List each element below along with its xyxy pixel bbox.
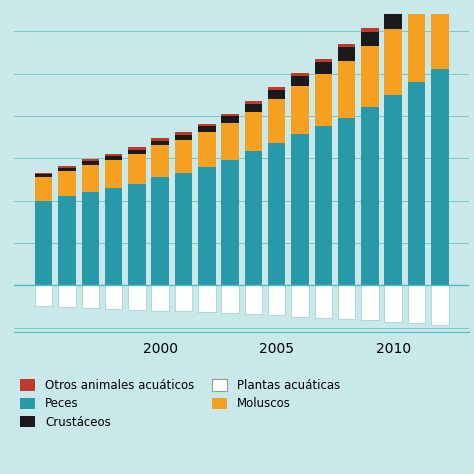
Bar	[291, 285, 309, 317]
Bar	[315, 62, 332, 73]
Bar	[175, 173, 192, 285]
Bar	[35, 285, 53, 306]
Bar	[315, 126, 332, 285]
Bar	[291, 135, 309, 285]
Bar	[198, 285, 216, 312]
Bar	[128, 183, 146, 285]
Bar	[105, 160, 122, 188]
Bar	[245, 111, 262, 151]
Bar	[361, 28, 379, 32]
Bar	[361, 285, 379, 320]
Bar	[384, 13, 402, 29]
Bar	[361, 46, 379, 108]
Bar	[35, 174, 53, 177]
Bar	[384, 29, 402, 95]
Bar	[338, 61, 356, 118]
Bar	[175, 132, 192, 135]
Bar	[338, 47, 356, 61]
Bar	[221, 160, 239, 285]
Bar	[198, 167, 216, 285]
Bar	[151, 138, 169, 141]
Bar	[35, 177, 53, 201]
Bar	[315, 58, 332, 62]
Bar	[268, 99, 285, 143]
Bar	[268, 143, 285, 285]
Bar	[384, 285, 402, 322]
Bar	[315, 73, 332, 126]
Bar	[198, 127, 216, 132]
Bar	[221, 114, 239, 116]
Bar	[82, 159, 99, 162]
Bar	[58, 171, 76, 196]
Bar	[151, 285, 169, 310]
Bar	[128, 154, 146, 183]
Bar	[105, 188, 122, 285]
Bar	[338, 285, 356, 319]
Bar	[268, 90, 285, 99]
Bar	[431, 69, 448, 285]
Bar	[128, 147, 146, 150]
Bar	[315, 285, 332, 318]
Bar	[245, 101, 262, 104]
Bar	[361, 108, 379, 285]
Legend: Otros animales acuáticos, Peces, Crustáceos, Plantas acuáticas, Moluscos, : Otros animales acuáticos, Peces, Crustác…	[20, 379, 340, 428]
Bar	[82, 165, 99, 192]
Bar	[338, 118, 356, 285]
Bar	[431, 285, 448, 325]
Bar	[105, 156, 122, 160]
Bar	[175, 135, 192, 139]
Bar	[408, 12, 425, 82]
Bar	[128, 150, 146, 154]
Bar	[221, 123, 239, 160]
Bar	[384, 95, 402, 285]
Bar	[58, 285, 76, 307]
Bar	[128, 285, 146, 310]
Bar	[35, 173, 53, 174]
Bar	[268, 285, 285, 315]
Bar	[221, 116, 239, 123]
Bar	[198, 124, 216, 127]
Bar	[151, 146, 169, 177]
Bar	[35, 201, 53, 285]
Bar	[58, 168, 76, 171]
Bar	[105, 285, 122, 309]
Bar	[245, 151, 262, 285]
Bar	[58, 196, 76, 285]
Bar	[82, 285, 99, 308]
Bar	[58, 166, 76, 168]
Bar	[151, 177, 169, 285]
Bar	[151, 141, 169, 146]
Bar	[361, 32, 379, 46]
Bar	[268, 87, 285, 90]
Bar	[198, 132, 216, 167]
Bar	[105, 154, 122, 156]
Bar	[82, 162, 99, 165]
Bar	[221, 285, 239, 313]
Bar	[82, 192, 99, 285]
Bar	[408, 0, 425, 12]
Bar	[291, 73, 309, 76]
Bar	[175, 285, 192, 311]
Bar	[338, 44, 356, 47]
Bar	[245, 285, 262, 314]
Bar	[291, 86, 309, 135]
Bar	[175, 139, 192, 173]
Bar	[431, 0, 448, 69]
Bar	[291, 76, 309, 86]
Bar	[408, 82, 425, 285]
Bar	[245, 104, 262, 111]
Bar	[408, 285, 425, 323]
Bar	[384, 9, 402, 13]
